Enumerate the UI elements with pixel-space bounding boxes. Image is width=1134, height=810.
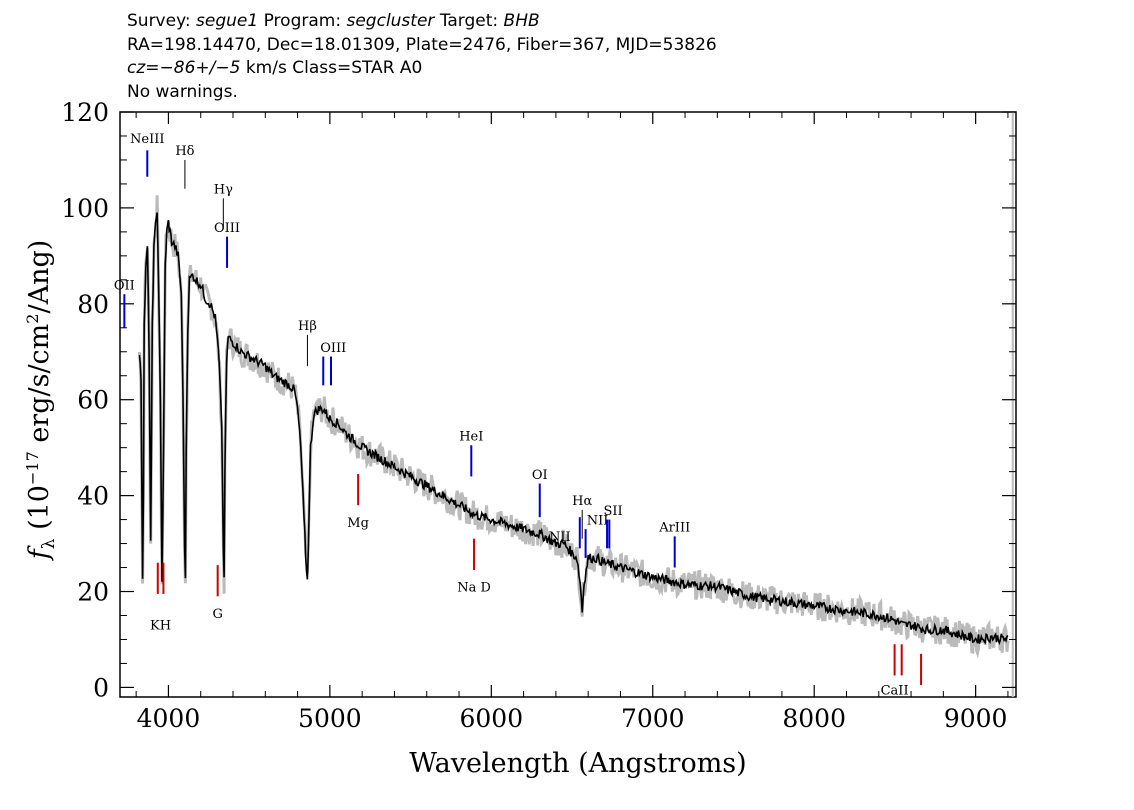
- line-label: NeIII: [130, 132, 164, 147]
- x-axis-title: Wavelength (Angstroms): [409, 748, 746, 779]
- header-line-survey: Survey: segue1 Program: segcluster Targe…: [127, 10, 717, 34]
- line-label: OII: [114, 278, 135, 293]
- program-label: Program:: [263, 11, 342, 31]
- y-axis-title: fλ (10−17 erg/s/cm2/Ang): [23, 240, 59, 562]
- line-label: Hβ: [298, 319, 317, 334]
- line-label: OI: [532, 468, 548, 483]
- line-label: G: [212, 607, 222, 622]
- line-label-kh: KH: [150, 618, 171, 633]
- program-value: segcluster: [346, 11, 435, 31]
- line-label: Mg: [347, 516, 369, 531]
- line-label: OIII: [214, 221, 240, 236]
- x-tick-label: 9000: [944, 704, 1008, 733]
- survey-value: segue1: [196, 11, 259, 31]
- line-label: Hδ: [175, 144, 194, 159]
- x-tick-label: 6000: [460, 704, 524, 733]
- cz-label: cz=: [127, 58, 160, 78]
- y-tick-label: 40: [77, 482, 109, 511]
- line-label: SII: [603, 504, 622, 519]
- target-label: Target:: [439, 11, 499, 31]
- y-tick-label: 0: [93, 673, 109, 702]
- cz-units: km/s Class=STAR A0: [240, 58, 423, 78]
- y-tick-label: 60: [77, 386, 109, 415]
- flux-spectrum-line: [138, 212, 1009, 646]
- line-label: Na D: [457, 581, 491, 596]
- x-tick-label: 7000: [621, 704, 685, 733]
- x-tick-label: 8000: [782, 704, 846, 733]
- x-tick-label: 4000: [137, 704, 201, 733]
- survey-label: Survey:: [127, 11, 191, 31]
- y-tick-label: 100: [61, 194, 109, 223]
- header-line-warnings: No warnings.: [127, 81, 238, 102]
- line-label: Hα: [572, 494, 592, 509]
- target-value: BHB: [503, 11, 540, 31]
- header-line-coordinates: RA=198.14470, Dec=18.01309, Plate=2476, …: [127, 34, 717, 55]
- line-label: NII: [587, 513, 609, 528]
- spectrum-header: Survey: segue1 Program: segcluster Targe…: [127, 10, 717, 104]
- error-spectrum-line: [137, 195, 1010, 659]
- y-tick-label: 80: [77, 290, 109, 319]
- line-label: CaII: [881, 684, 909, 699]
- line-label: OIII: [320, 341, 346, 356]
- x-tick-label: 5000: [298, 704, 362, 733]
- y-tick-label: 120: [61, 98, 109, 127]
- line-label: Hγ: [214, 183, 233, 198]
- header-line-redshift: cz=−86+/−5 km/s Class=STAR A0: [127, 57, 717, 81]
- y-tick-label: 20: [77, 578, 109, 607]
- line-label: ArIII: [658, 521, 690, 536]
- plot-frame: [119, 111, 1017, 698]
- line-label: NII: [549, 530, 571, 545]
- line-label: HeI: [459, 429, 483, 444]
- cz-value: −86+/−5: [159, 58, 241, 78]
